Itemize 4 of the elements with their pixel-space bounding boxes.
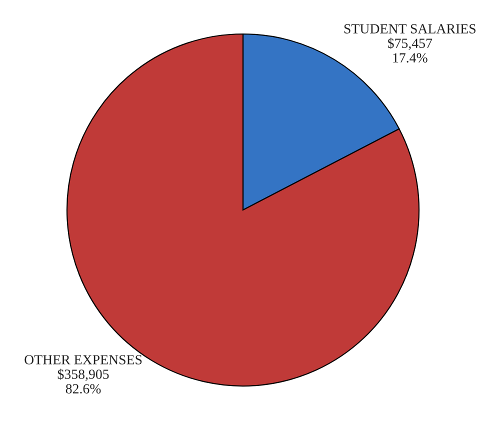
slice-label: OTHER EXPENSES: [24, 355, 142, 364]
data-label: $75,457 17.4%: [388, 38, 432, 63]
data-label: $358,905 82.6%: [58, 368, 109, 394]
slice-label: STUDENT SALARIES: [344, 24, 476, 34]
